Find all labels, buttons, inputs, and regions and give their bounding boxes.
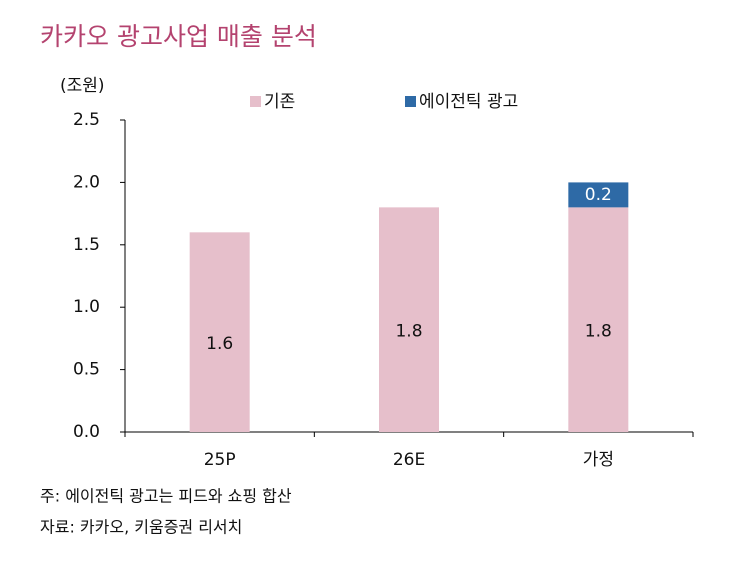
x-tick-label: 가정 (583, 450, 614, 470)
data-label: 0.2 (585, 185, 612, 205)
x-tick-label: 26E (393, 450, 425, 470)
y-tick-label: 1.0 (73, 297, 100, 317)
bar-segment (379, 207, 439, 432)
data-label: 1.8 (585, 322, 612, 342)
data-label: 1.8 (395, 322, 422, 342)
y-tick-label: 0.5 (73, 360, 100, 380)
bar-segment (568, 207, 629, 432)
legend-swatch (405, 96, 416, 107)
y-tick-label: 1.5 (73, 235, 100, 255)
y-unit: (조원) (60, 76, 105, 96)
y-tick-label: 2.5 (73, 110, 100, 130)
y-tick-label: 0.0 (73, 422, 100, 442)
legend-label: 에이전틱 광고 (419, 92, 518, 112)
legend-swatch (250, 96, 261, 107)
data-label: 1.6 (206, 334, 233, 354)
x-tick-label: 25P (204, 450, 236, 470)
bar-segment (568, 182, 629, 208)
note: 주: 에이전틱 광고는 피드와 쇼핑 합산 (40, 487, 292, 506)
y-tick-label: 2.0 (73, 172, 100, 192)
bar-segment (189, 232, 250, 432)
legend-label: 기존 (264, 92, 295, 112)
chart-title: 카카오 광고사업 매출 분석 (40, 22, 317, 51)
note: 자료: 카카오, 키움증권 리서치 (40, 518, 242, 537)
